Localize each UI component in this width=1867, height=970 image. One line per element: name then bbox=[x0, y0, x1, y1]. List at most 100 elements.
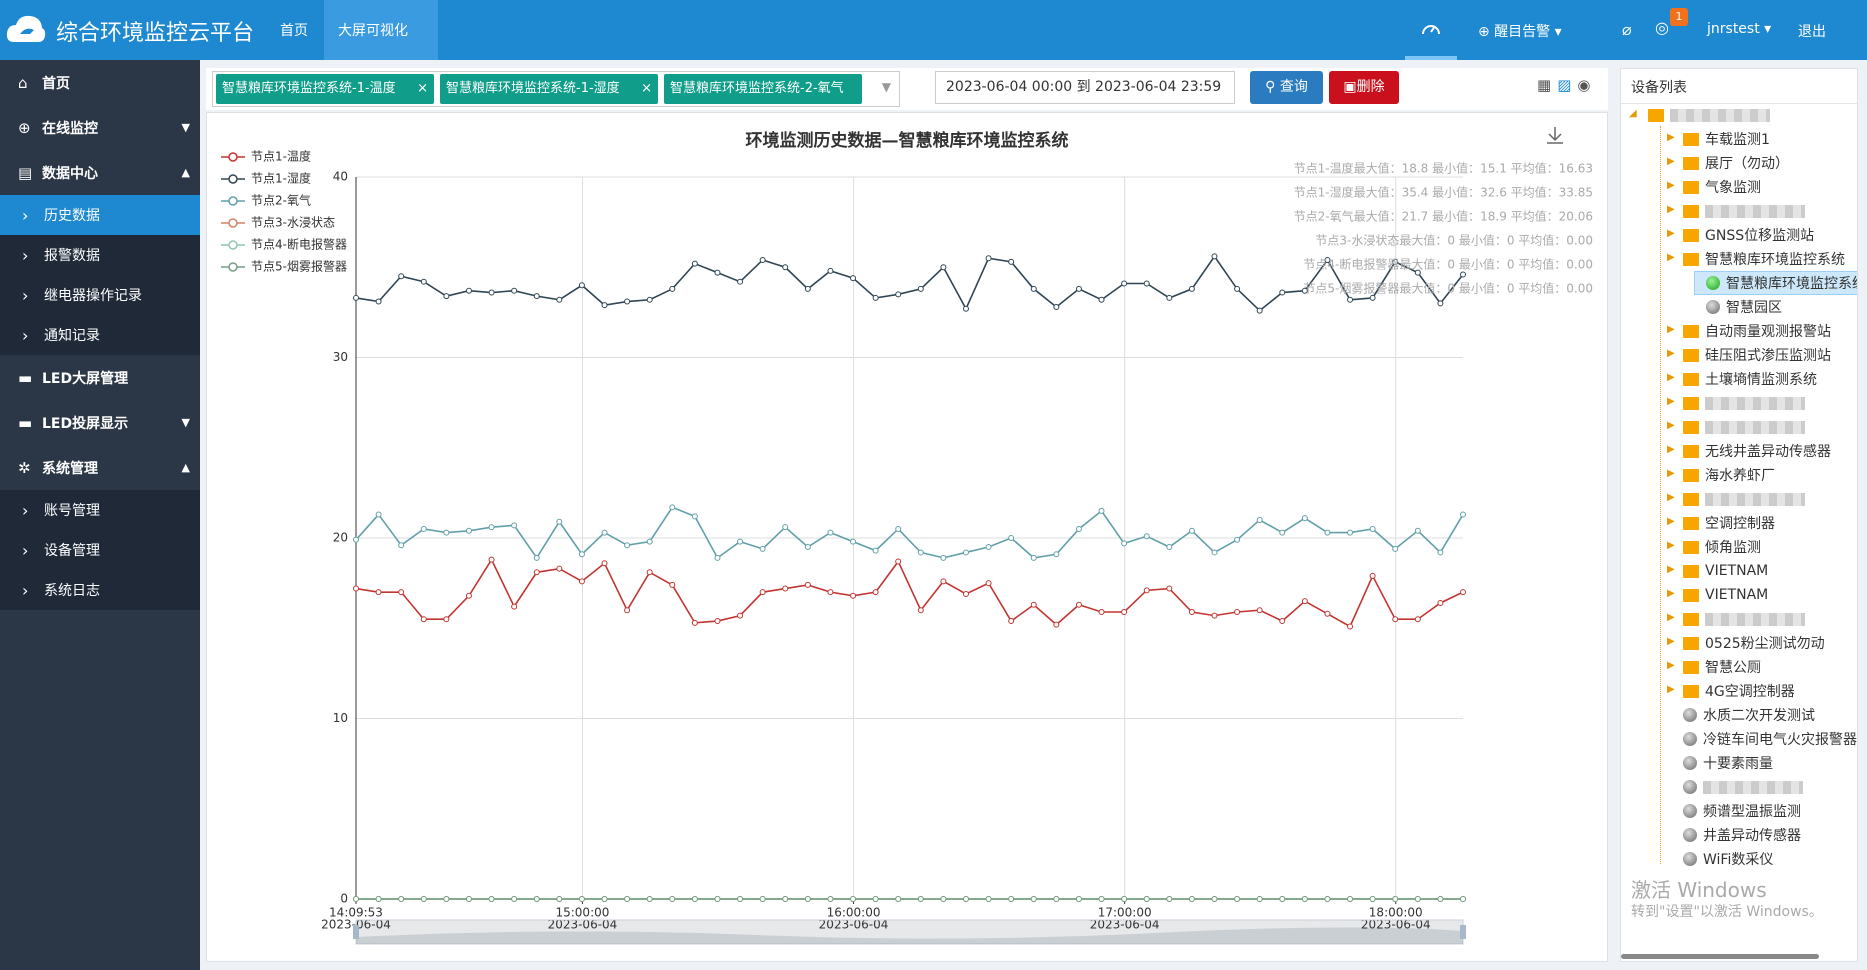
tree-item[interactable]: 冷链车间电气火灾报警器 bbox=[1683, 727, 1857, 751]
tree-item[interactable]: 4G空调控制器 bbox=[1683, 679, 1795, 703]
submenu-item[interactable]: › 设备管理 bbox=[0, 530, 200, 570]
user-menu[interactable]: jnrstest ▾ bbox=[1707, 21, 1772, 37]
menu-item[interactable]: ▬ LED投屏显示 ▼ bbox=[0, 400, 200, 445]
sidebar: ⌂ 首页 ⊕ 在线监控 ▼ ▤ 数据中心 ▲ › 历史数据 › 报警数据 › 继电器操作记录 › 通知记录 ▬ L… bbox=[0, 60, 200, 970]
expand-arrow[interactable]: ▶ bbox=[1667, 372, 1675, 383]
menu-icon: ⌂ bbox=[18, 73, 28, 92]
submenu-label: 继电器操作记录 bbox=[44, 288, 142, 304]
expand-arrow[interactable]: ▶ bbox=[1667, 468, 1675, 479]
nav-visual[interactable]: 大屏可视化 bbox=[338, 23, 408, 39]
tree-item[interactable] bbox=[1683, 775, 1803, 799]
expand-arrow[interactable]: ▶ bbox=[1667, 228, 1675, 239]
submenu-item[interactable]: › 系统日志 bbox=[0, 570, 200, 610]
point bbox=[1256, 896, 1263, 902]
submenu-item[interactable]: › 继电器操作记录 bbox=[0, 275, 200, 315]
tree-item[interactable]: 土壤墒情监测系统 bbox=[1683, 367, 1817, 391]
tag[interactable]: 智慧粮库环境监控系统-1-温度 × bbox=[216, 74, 434, 104]
tree-item[interactable]: 自动雨量观测报警站 bbox=[1683, 319, 1831, 343]
y-tick-label: 40 bbox=[333, 170, 348, 184]
tree-item[interactable] bbox=[1683, 391, 1805, 415]
tag[interactable]: 智慧粮库环境监控系统-1-湿度 × bbox=[440, 74, 658, 104]
y-tick-label: 30 bbox=[333, 350, 348, 364]
tree-item[interactable]: 井盖异动传感器 bbox=[1683, 823, 1801, 847]
message-icon[interactable]: ◎ bbox=[1655, 18, 1669, 37]
delete-button[interactable]: ▣删除 bbox=[1329, 71, 1399, 104]
logout[interactable]: 退出 bbox=[1798, 24, 1826, 40]
expand-arrow[interactable]: ▶ bbox=[1667, 564, 1675, 575]
menu-item[interactable]: ⌂ 首页 bbox=[0, 60, 200, 105]
submenu-item[interactable]: › 通知记录 bbox=[0, 315, 200, 355]
tree-item[interactable]: GNSS位移监测站 bbox=[1683, 223, 1814, 247]
tree-item[interactable]: 车载监测1 bbox=[1683, 127, 1770, 151]
tree-item[interactable]: 智慧公厕 bbox=[1683, 655, 1761, 679]
expand-arrow[interactable]: ▶ bbox=[1667, 516, 1675, 527]
legend-label: 节点1-温度 bbox=[251, 149, 311, 164]
menu-item[interactable]: ▤ 数据中心 ▲ bbox=[0, 150, 200, 195]
y-tick-label: 10 bbox=[333, 711, 348, 725]
mute-icon[interactable]: ⌀ bbox=[1622, 20, 1632, 39]
point bbox=[578, 551, 585, 558]
tree-item[interactable]: 水质二次开发测试 bbox=[1683, 703, 1815, 727]
view-icons[interactable]: ▦▨◉ bbox=[1537, 76, 1597, 94]
point bbox=[714, 896, 721, 902]
expand-arrow[interactable]: ▶ bbox=[1667, 180, 1675, 191]
tree-item[interactable]: WiFi数采仪 bbox=[1683, 847, 1773, 871]
tree-item[interactable]: 气象监测 bbox=[1683, 175, 1761, 199]
menu-item[interactable]: ✲ 系统管理 ▲ bbox=[0, 445, 200, 490]
point bbox=[1301, 515, 1308, 522]
point bbox=[1279, 896, 1286, 902]
expand-arrow[interactable]: ▶ bbox=[1667, 612, 1675, 623]
tree-item[interactable]: 展厅（勿动） bbox=[1683, 151, 1789, 175]
expand-arrow[interactable]: ▶ bbox=[1667, 204, 1675, 215]
tree-item[interactable]: 倾角监测 bbox=[1683, 535, 1761, 559]
expand-arrow[interactable]: ▶ bbox=[1667, 444, 1675, 455]
tree-item[interactable]: 空调控制器 bbox=[1683, 511, 1775, 535]
expand-arrow[interactable]: ▶ bbox=[1667, 396, 1675, 407]
tree-item[interactable]: 十要素雨量 bbox=[1683, 751, 1773, 775]
query-button[interactable]: ⚲ 查询 bbox=[1250, 71, 1323, 104]
tree-item[interactable] bbox=[1683, 415, 1805, 439]
expand-arrow[interactable]: ▶ bbox=[1667, 588, 1675, 599]
expand-arrow[interactable]: ▶ bbox=[1667, 636, 1675, 647]
tree-item[interactable] bbox=[1683, 607, 1805, 631]
expand-arrow[interactable]: ▶ bbox=[1667, 684, 1675, 695]
expand-arrow[interactable]: ▶ bbox=[1667, 324, 1675, 335]
tag[interactable]: 智慧粮库环境监控系统-2-氧气 bbox=[664, 74, 862, 104]
tree-item[interactable]: 硅压阻式渗压监测站 bbox=[1683, 343, 1831, 367]
tree-label: 展厅（勿动） bbox=[1705, 156, 1789, 172]
tree-item[interactable] bbox=[1648, 103, 1770, 127]
tree-item[interactable] bbox=[1683, 199, 1805, 223]
expand-arrow[interactable]: ▶ bbox=[1667, 660, 1675, 671]
tree-item[interactable]: 智慧粮库环境监控系统 bbox=[1683, 247, 1845, 271]
submenu-item[interactable]: › 报警数据 bbox=[0, 235, 200, 275]
nav-home[interactable]: 首页 bbox=[280, 23, 308, 39]
tree-item[interactable]: VIETNAM bbox=[1683, 559, 1768, 583]
tree-item[interactable]: VIETNAM bbox=[1683, 583, 1768, 607]
expand-arrow[interactable]: ▶ bbox=[1667, 252, 1675, 263]
menu-item[interactable]: ⊕ 在线监控 ▼ bbox=[0, 105, 200, 150]
expand-arrow[interactable]: ◢ bbox=[1629, 108, 1637, 119]
dashboard-icon[interactable] bbox=[1405, 0, 1457, 60]
alarm-menu[interactable]: ⊕ 醒目告警 ▾ bbox=[1478, 24, 1562, 40]
expand-arrow[interactable]: ▶ bbox=[1667, 156, 1675, 167]
expand-arrow[interactable]: ▶ bbox=[1667, 492, 1675, 503]
menu-item[interactable]: ▬ LED大屏管理 bbox=[0, 355, 200, 400]
tree-label: 硅压阻式渗压监测站 bbox=[1705, 348, 1831, 364]
expand-arrow[interactable]: ▶ bbox=[1667, 348, 1675, 359]
tree-item[interactable]: 海水养虾厂 bbox=[1683, 463, 1775, 487]
tree-item[interactable]: 0525粉尘测试勿动 bbox=[1683, 631, 1825, 655]
expand-arrow[interactable]: ▶ bbox=[1667, 132, 1675, 143]
tree-item[interactable]: 频谱型温振监测 bbox=[1683, 799, 1801, 823]
expand-arrow[interactable]: ▶ bbox=[1667, 420, 1675, 431]
tree-item[interactable]: 无线井盖异动传感器 bbox=[1683, 439, 1831, 463]
tree-item[interactable] bbox=[1683, 487, 1805, 511]
tree-item[interactable]: 智慧园区 bbox=[1706, 295, 1782, 319]
point bbox=[1460, 511, 1466, 518]
expand-arrow[interactable]: ▶ bbox=[1667, 540, 1675, 551]
download-icon[interactable] bbox=[1547, 127, 1563, 144]
date-range[interactable]: 2023-06-04 00:00 到 2023-06-04 23:59 bbox=[935, 71, 1235, 104]
tree-item[interactable]: 智慧粮库环境监控系统 bbox=[1706, 271, 1857, 295]
tree-label: 海水养虾厂 bbox=[1705, 468, 1775, 484]
submenu-item[interactable]: › 历史数据 bbox=[0, 195, 200, 235]
submenu-item[interactable]: › 账号管理 bbox=[0, 490, 200, 530]
